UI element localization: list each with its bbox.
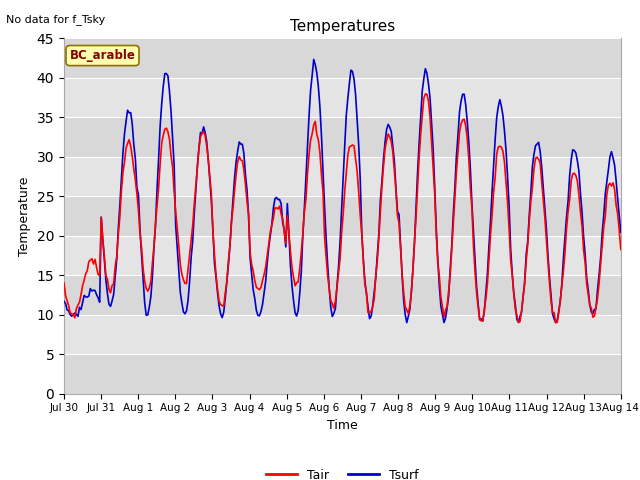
Bar	[64, 38, 621, 78]
Bar	[64, 275, 621, 315]
Bar	[64, 117, 621, 157]
Bar	[64, 157, 621, 196]
Bar	[64, 78, 621, 117]
Bar	[64, 236, 621, 275]
Text: No data for f_Tsky: No data for f_Tsky	[6, 14, 106, 25]
X-axis label: Time: Time	[327, 419, 358, 432]
Bar	[64, 196, 621, 236]
Bar	[64, 354, 621, 394]
Title: Temperatures: Temperatures	[290, 20, 395, 35]
Legend: Tair, Tsurf: Tair, Tsurf	[261, 464, 424, 480]
Text: BC_arable: BC_arable	[70, 49, 136, 62]
Y-axis label: Temperature: Temperature	[18, 176, 31, 256]
Bar	[64, 315, 621, 354]
